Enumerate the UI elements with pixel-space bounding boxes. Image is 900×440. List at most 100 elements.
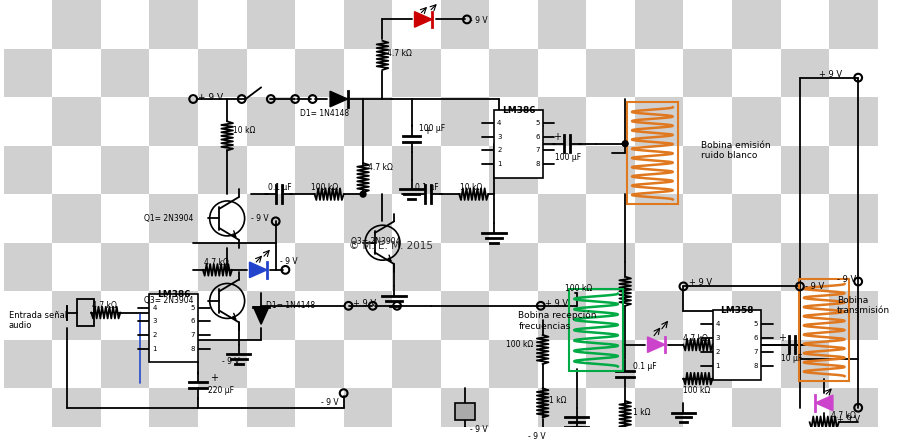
Text: 1: 1 (497, 161, 501, 167)
Bar (683, 48, 732, 97)
Bar (101, 389, 149, 437)
Bar (732, 194, 780, 243)
Bar (344, 243, 392, 291)
Bar (4, 146, 52, 194)
Bar (52, 389, 101, 437)
Bar (490, 0, 538, 48)
Text: 220 μF: 220 μF (208, 386, 234, 396)
Bar (634, 340, 683, 389)
Bar (490, 97, 538, 146)
Text: 3: 3 (497, 134, 501, 140)
Bar (247, 340, 295, 389)
Text: Q3= 2N3904: Q3= 2N3904 (351, 237, 400, 246)
Text: - 9 V: - 9 V (528, 432, 545, 440)
Bar (538, 340, 587, 389)
Text: 10 kΩ: 10 kΩ (233, 126, 256, 135)
Bar (634, 48, 683, 97)
Bar (829, 0, 878, 48)
Bar (683, 97, 732, 146)
Text: © M. E. M. 2015: © M. E. M. 2015 (348, 241, 433, 251)
Bar (538, 389, 587, 437)
Bar (392, 243, 441, 291)
Bar (634, 146, 683, 194)
Bar (149, 340, 198, 389)
Text: 10 μF: 10 μF (780, 354, 802, 363)
Bar (683, 194, 732, 243)
Text: + 9 V: + 9 V (689, 278, 713, 286)
Bar (4, 389, 52, 437)
Text: 8: 8 (753, 363, 758, 369)
Bar (392, 340, 441, 389)
Bar (780, 0, 829, 48)
Text: 0.1 μF: 0.1 μF (268, 183, 292, 191)
Text: - 9 V: - 9 V (222, 357, 240, 366)
Text: 3: 3 (716, 335, 720, 341)
Bar (538, 146, 587, 194)
Bar (149, 146, 198, 194)
Text: 7: 7 (536, 147, 540, 154)
Text: 4.7 kΩ: 4.7 kΩ (831, 411, 856, 420)
Bar (780, 146, 829, 194)
Text: 7: 7 (191, 332, 195, 338)
Bar (295, 146, 344, 194)
Bar (441, 0, 490, 48)
Bar (780, 48, 829, 97)
Bar (829, 146, 878, 194)
Bar (780, 340, 829, 389)
Bar (587, 48, 634, 97)
Bar (538, 243, 587, 291)
Text: - 9 V: - 9 V (280, 257, 297, 266)
Text: 2: 2 (497, 147, 501, 154)
Bar (587, 243, 634, 291)
Bar (392, 97, 441, 146)
Bar (4, 0, 52, 48)
Bar (392, 291, 441, 340)
Bar (634, 389, 683, 437)
Bar (732, 146, 780, 194)
Text: 3: 3 (152, 318, 157, 324)
Bar (392, 146, 441, 194)
Bar (76, 299, 94, 326)
Bar (732, 0, 780, 48)
Bar (198, 340, 247, 389)
Bar (441, 243, 490, 291)
Text: + 9 V: + 9 V (544, 299, 568, 308)
Bar (829, 48, 878, 97)
Bar (490, 291, 538, 340)
Text: +: + (210, 373, 218, 383)
Bar (4, 48, 52, 97)
Bar (101, 48, 149, 97)
Text: 6: 6 (753, 335, 758, 341)
Bar (829, 243, 878, 291)
Bar (799, 279, 850, 381)
Bar (780, 97, 829, 146)
Text: - 9 V: - 9 V (805, 282, 824, 290)
Bar (149, 291, 198, 340)
Bar (441, 97, 490, 146)
Bar (149, 194, 198, 243)
Bar (247, 389, 295, 437)
Bar (780, 194, 829, 243)
Text: Q3= 2N3904: Q3= 2N3904 (144, 296, 194, 305)
Text: 1: 1 (152, 345, 157, 352)
Bar (198, 48, 247, 97)
Bar (4, 243, 52, 291)
Text: Q1= 2N3904: Q1= 2N3904 (144, 213, 194, 223)
Bar (198, 291, 247, 340)
Bar (829, 340, 878, 389)
Text: +: + (423, 126, 431, 136)
Bar (683, 389, 732, 437)
Text: Bobina emisión
ruido blanco: Bobina emisión ruido blanco (701, 141, 770, 160)
Bar (455, 403, 474, 420)
Text: 6: 6 (191, 318, 195, 324)
Text: 100 kΩ: 100 kΩ (683, 386, 711, 396)
Bar (149, 48, 198, 97)
Bar (344, 146, 392, 194)
Bar (634, 291, 683, 340)
Bar (149, 243, 198, 291)
Bar (441, 48, 490, 97)
Bar (490, 48, 538, 97)
Text: 100 μF: 100 μF (555, 154, 581, 162)
Bar (4, 340, 52, 389)
Bar (441, 389, 490, 437)
